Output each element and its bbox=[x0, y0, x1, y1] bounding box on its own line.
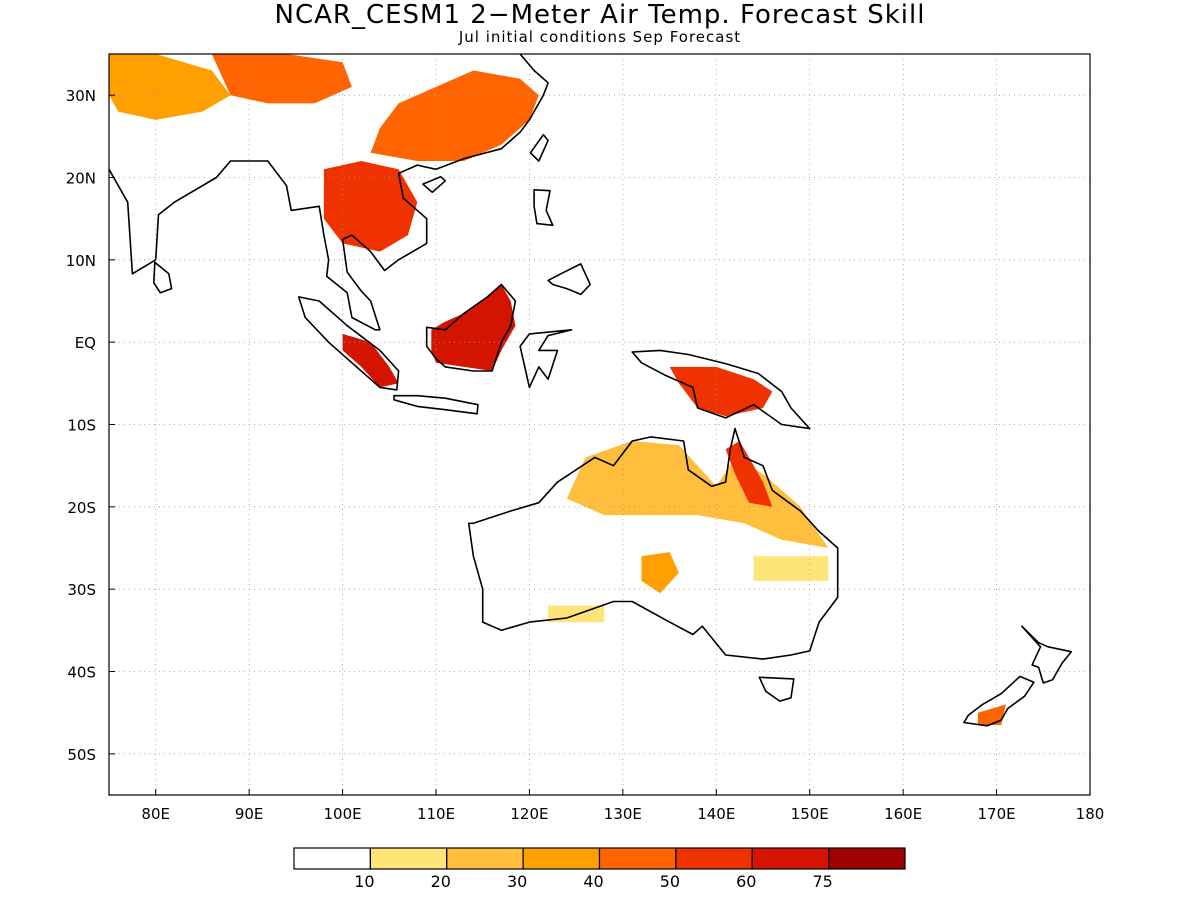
coastline-2 bbox=[631, 349, 811, 430]
skill-region-5 bbox=[342, 333, 399, 388]
chart-subtitle: Jul initial conditions Sep Forecast bbox=[458, 28, 742, 46]
skill-region-8 bbox=[725, 441, 773, 507]
lon-tick-label: 110E bbox=[417, 805, 455, 823]
chart-title: NCAR_CESM1 2−Meter Air Temp. Forecast Sk… bbox=[274, 0, 926, 30]
lat-tick-label: 20N bbox=[66, 170, 96, 188]
lat-tick-label: EQ bbox=[75, 334, 96, 352]
coastline-8 bbox=[533, 189, 554, 227]
skill-shading-layer bbox=[109, 54, 1006, 725]
skill-region-11 bbox=[753, 556, 829, 581]
coastline-13 bbox=[963, 675, 1035, 727]
colorbar-tick-label: 50 bbox=[660, 872, 680, 891]
lat-tick-label: 20S bbox=[67, 499, 96, 517]
lon-tick-label: 160E bbox=[884, 805, 922, 823]
coastline-14 bbox=[109, 54, 549, 331]
axis-ticks: 80E 90E 100E 110E 120E 130E 140E 150E 160E 170E 18… bbox=[66, 87, 1105, 823]
coastline-5 bbox=[393, 394, 479, 415]
colorbar-swatch bbox=[598, 847, 677, 870]
colorbar-tick-label: 30 bbox=[507, 872, 527, 891]
coastline-12 bbox=[1021, 625, 1073, 684]
colorbar-swatch bbox=[522, 847, 601, 870]
lat-tick-label: 40S bbox=[67, 664, 96, 682]
skill-region-6 bbox=[669, 366, 773, 417]
colorbar-tick-label: 40 bbox=[583, 872, 603, 891]
skill-region-2 bbox=[211, 54, 352, 104]
coastline-3 bbox=[425, 283, 517, 372]
lon-tick-label: 120E bbox=[510, 805, 548, 823]
coastlines-layer bbox=[109, 54, 1073, 727]
colorbar-swatch bbox=[446, 847, 524, 870]
colorbar-swatch bbox=[751, 847, 830, 870]
coastline-11 bbox=[422, 175, 447, 194]
skill-region-7 bbox=[566, 441, 829, 548]
colorbar-tick-label: 60 bbox=[736, 872, 756, 891]
lat-tick-label: 10S bbox=[67, 417, 96, 435]
coastline-10 bbox=[529, 133, 549, 162]
colorbar-swatch bbox=[828, 847, 906, 870]
skill-region-9 bbox=[641, 552, 679, 594]
skill-region-4 bbox=[431, 284, 516, 371]
skill-region-12 bbox=[977, 704, 1006, 725]
colorbar-swatch bbox=[369, 847, 448, 870]
coastline-7 bbox=[153, 261, 173, 294]
lon-tick-label: 130E bbox=[604, 805, 642, 823]
lat-tick-label: 50S bbox=[67, 746, 96, 764]
colorbar-swatch bbox=[675, 847, 753, 870]
colorbar-swatch bbox=[293, 847, 371, 870]
lat-tick-label: 30S bbox=[67, 581, 96, 599]
lat-tick-label: 10N bbox=[66, 252, 96, 270]
colorbar-tick-label: 20 bbox=[431, 872, 451, 891]
lon-tick-label: 140E bbox=[697, 805, 735, 823]
lon-tick-label: 170E bbox=[978, 805, 1016, 823]
skill-region-1 bbox=[109, 54, 231, 120]
lon-tick-label: 90E bbox=[235, 805, 264, 823]
colorbar-tick-label: 75 bbox=[812, 872, 832, 891]
colorbar: 10 20 30 40 50 60 75 bbox=[293, 847, 906, 891]
colorbar-tick-label: 10 bbox=[354, 872, 374, 891]
lat-tick-label: 30N bbox=[66, 87, 96, 105]
lon-tick-label: 150E bbox=[791, 805, 829, 823]
coastline-1 bbox=[758, 676, 795, 702]
skill-region-0 bbox=[370, 70, 539, 161]
coastline-6 bbox=[519, 329, 573, 389]
lon-tick-label: 180 bbox=[1076, 805, 1105, 823]
skill-region-3 bbox=[323, 161, 418, 252]
coastline-0 bbox=[467, 427, 839, 660]
lon-tick-label: 80E bbox=[141, 805, 170, 823]
coastline-4 bbox=[297, 296, 400, 391]
gridlines bbox=[109, 54, 1090, 795]
lon-tick-label: 100E bbox=[324, 805, 362, 823]
coastline-9 bbox=[547, 263, 591, 296]
